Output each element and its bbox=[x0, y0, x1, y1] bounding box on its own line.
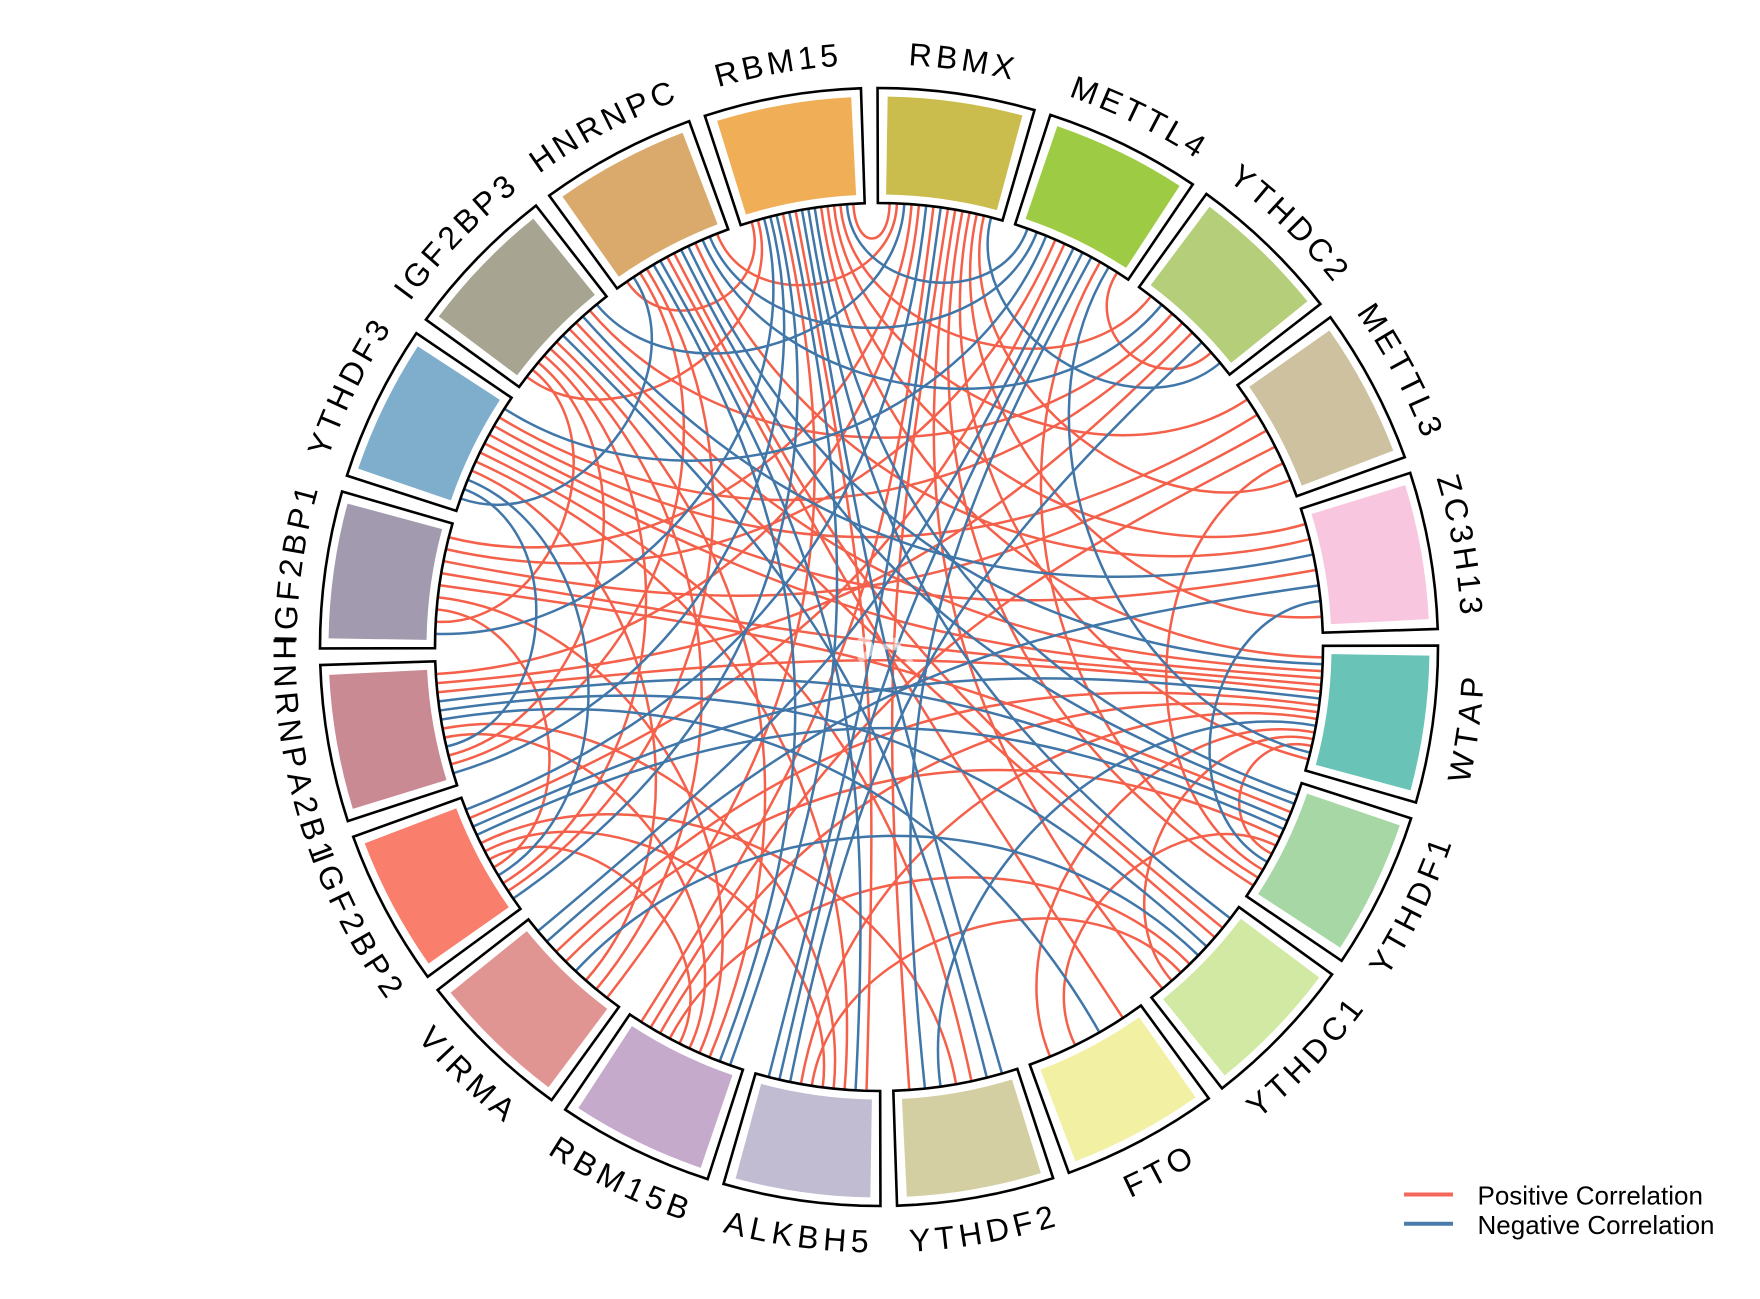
svg-text:5: 5 bbox=[818, 37, 839, 74]
svg-text:Positive Correlation: Positive Correlation bbox=[1478, 1181, 1703, 1211]
svg-text:5: 5 bbox=[850, 1223, 869, 1260]
svg-text:H: H bbox=[1446, 544, 1485, 572]
svg-text:1: 1 bbox=[796, 39, 818, 77]
svg-text:M: M bbox=[764, 42, 796, 82]
svg-text:2: 2 bbox=[272, 557, 310, 579]
svg-text:Negative Correlation: Negative Correlation bbox=[1478, 1210, 1715, 1240]
svg-text:H: H bbox=[956, 1215, 984, 1254]
svg-text:N: N bbox=[267, 663, 304, 688]
svg-text:3: 3 bbox=[1452, 595, 1489, 615]
svg-text:A: A bbox=[1451, 700, 1489, 726]
svg-text:T: T bbox=[933, 1219, 956, 1257]
svg-text:M: M bbox=[959, 41, 991, 81]
svg-text:H: H bbox=[266, 637, 302, 660]
svg-text:R: R bbox=[268, 690, 306, 716]
svg-text:1: 1 bbox=[1450, 572, 1488, 594]
svg-text:P: P bbox=[1453, 676, 1490, 700]
svg-text:G: G bbox=[268, 604, 305, 631]
svg-text:Y: Y bbox=[908, 1221, 932, 1258]
svg-text:I: I bbox=[268, 634, 304, 643]
svg-text:R: R bbox=[908, 36, 934, 74]
svg-text:B: B bbox=[795, 1218, 820, 1256]
svg-text:F: F bbox=[269, 580, 307, 603]
svg-text:B: B bbox=[934, 38, 959, 76]
svg-text:N: N bbox=[271, 717, 310, 745]
svg-text:H: H bbox=[822, 1221, 848, 1259]
